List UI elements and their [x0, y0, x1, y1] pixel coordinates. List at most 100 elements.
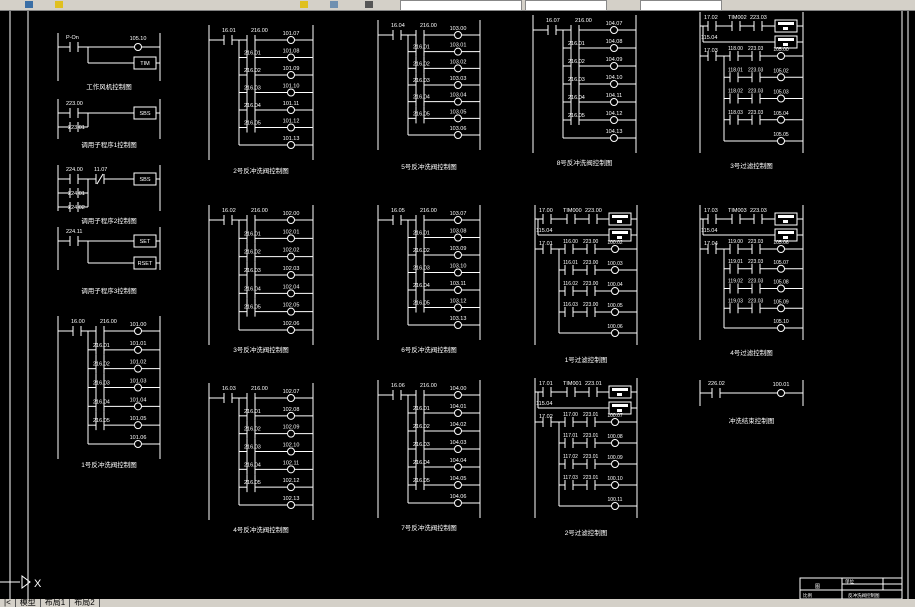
contact-label: 117.03	[563, 475, 578, 481]
tab-nav-first[interactable]: |<	[0, 599, 16, 607]
coil	[777, 73, 785, 82]
coil	[454, 463, 462, 471]
coil	[134, 402, 142, 411]
coil	[454, 216, 462, 224]
coil	[134, 327, 142, 335]
no-contact	[564, 265, 574, 275]
box-text	[617, 220, 622, 223]
contact-label: 216.02	[244, 250, 261, 256]
box-text	[778, 231, 794, 234]
coil	[611, 502, 619, 510]
no-contact	[564, 286, 574, 296]
small-ladder-diagram: 224.00 11.07 SBS 224.01 224.02 调用子程序2控制图	[57, 165, 161, 225]
coil-label: 104.09	[606, 57, 623, 63]
no-contact	[69, 108, 79, 118]
toolbar-icon[interactable]	[25, 1, 33, 8]
coil-label: 102.02	[283, 248, 300, 254]
coil-label: 104.06	[450, 494, 467, 500]
contact-label: 223.00	[583, 260, 599, 266]
contact-label: 216.04	[244, 286, 261, 292]
contact-label: 117.00	[563, 412, 578, 418]
hold-label: 115.04	[536, 228, 552, 234]
tab-layout2[interactable]: 布局2	[70, 599, 100, 607]
hold-label: 115.04	[536, 401, 552, 407]
contact-label: 216.02	[93, 362, 110, 368]
coil-label: 102.05	[283, 303, 300, 309]
coil-label: 105.00	[773, 47, 789, 53]
tab-model[interactable]: 模型	[16, 599, 41, 607]
coil-label: 103.10	[450, 264, 467, 270]
no-contact	[547, 25, 557, 35]
no-contact	[707, 214, 717, 224]
no-contact	[564, 244, 574, 254]
input-label: 16.00	[71, 319, 85, 325]
toolbar-icon[interactable]	[55, 1, 63, 8]
small-ladder-diagram: 226.02 100.01 冲洗结束控制图	[699, 380, 804, 425]
coil	[777, 324, 785, 332]
no-contact	[392, 390, 402, 400]
no-contact	[72, 326, 82, 336]
coil-label: 105.02	[773, 68, 789, 74]
nc-contact	[95, 173, 105, 185]
diagram-title: 7号反冲洗阀控制图	[401, 523, 457, 532]
coil	[454, 445, 462, 453]
coil	[610, 62, 618, 70]
no-contact	[586, 438, 596, 448]
layer-dropdown[interactable]	[400, 0, 522, 11]
coil-label: 104.08	[606, 39, 623, 45]
contact-label: 117.02	[563, 454, 578, 460]
title-cell: 图	[815, 584, 820, 590]
lineweight-dropdown[interactable]	[640, 0, 722, 11]
contact-label: 223.00	[583, 239, 599, 245]
coil	[454, 251, 462, 259]
coil-label: 101.01	[130, 341, 147, 347]
toolbar-icon[interactable]	[330, 1, 338, 8]
no-contact	[751, 51, 761, 61]
contact-label: 216.04	[244, 103, 261, 109]
contact-label: 216.02	[244, 68, 261, 74]
coil	[611, 460, 619, 468]
coil	[454, 97, 462, 106]
contact-label: 118.02	[728, 89, 743, 95]
coil-label: 103.12	[450, 299, 467, 305]
contact-label: 216.04	[413, 283, 430, 289]
contact-label: 223.01	[583, 433, 599, 439]
linetype-dropdown[interactable]	[525, 0, 607, 11]
coil	[287, 429, 295, 438]
contact-label: 223.03	[748, 46, 764, 52]
coil	[610, 98, 618, 106]
diagram-title: 3号过滤控制图	[730, 161, 773, 170]
coil	[287, 252, 295, 261]
no-contact	[707, 21, 717, 31]
coil	[454, 391, 462, 399]
coil-label: 100.05	[607, 303, 623, 309]
coil	[287, 36, 295, 44]
box-text	[612, 231, 628, 234]
toolbar-icon[interactable]	[300, 1, 308, 8]
coil-label: 100.07	[607, 413, 623, 419]
contact-label: 216.03	[413, 266, 430, 272]
contact-label: 116.02	[563, 281, 578, 287]
tab-layout1[interactable]: 布局1	[41, 599, 71, 607]
contact-label: 216.01	[244, 51, 261, 57]
coil	[777, 284, 785, 293]
coil-label: 105.05	[773, 132, 789, 138]
diagram-title: 2号反冲洗阀控制图	[233, 166, 289, 175]
coil-label: 102.01	[283, 229, 300, 235]
contact-label: 224.11	[66, 229, 82, 235]
no-contact	[588, 214, 598, 224]
diagram-title: 调用子程序3控制图	[81, 286, 137, 295]
toolbar-icon[interactable]	[365, 1, 373, 8]
contact-label: 119.03	[728, 298, 743, 304]
layout-tabs: |< 模型 布局1 布局2	[0, 599, 915, 607]
contact-label: 119.02	[728, 279, 743, 285]
coil-label: 104.11	[606, 93, 622, 99]
contact-label: 216.02	[568, 59, 585, 65]
contact-label: 216.02	[413, 248, 430, 254]
contact-label: 216.00	[575, 18, 592, 24]
coil	[454, 303, 462, 312]
diagram-title: 冲洗结束控制图	[729, 416, 775, 425]
